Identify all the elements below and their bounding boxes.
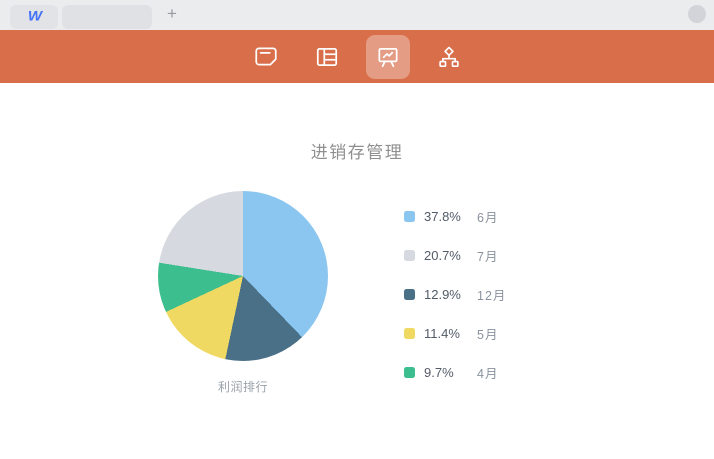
legend-swatch [404, 288, 415, 300]
flowchart-icon [436, 44, 462, 70]
legend-swatch [404, 210, 415, 222]
chart-legend: 37.8% 6月 20.7% 7月 12.9% 12月 11.4% 5月 9.7% 4月 [404, 208, 506, 405]
pie-graphic[interactable] [158, 191, 328, 361]
legend-swatch [404, 249, 415, 261]
flowchart-view-button[interactable] [427, 35, 471, 79]
document-view-button[interactable] [244, 35, 288, 79]
legend-percent: 12.9% [424, 286, 461, 302]
pie-chart: 利润排行 37.8% 6月 20.7% 7月 12.9% 12月 11.4% 5月 9.7% 4月 [0, 191, 714, 405]
legend-percent: 37.8% [424, 208, 461, 224]
legend-row[interactable]: 11.4% 5月 [404, 325, 506, 342]
legend-label: 12月 [477, 288, 507, 303]
legend-label: 7月 [477, 249, 499, 264]
legend-label: 6月 [477, 210, 499, 225]
tab-bar: W + [0, 0, 714, 30]
slide-canvas: 进销存管理 利润排行 37.8% 6月 20.7% 7月 12.9% 12月 11.4% 5月… [0, 138, 714, 405]
legend-percent: 9.7% [424, 364, 454, 380]
presentation-view-button[interactable] [365, 34, 410, 79]
pie-caption: 利润排行 [217, 380, 268, 394]
legend-row[interactable]: 37.8% 6月 [404, 208, 506, 225]
document-tab[interactable] [62, 4, 152, 29]
legend-row[interactable]: 12.9% 12月 [404, 286, 506, 303]
chart-title: 进销存管理 [310, 143, 404, 162]
avatar[interactable] [688, 5, 706, 23]
table-icon [314, 44, 340, 70]
home-tab[interactable]: W [10, 4, 58, 29]
wps-logo-icon: W [27, 8, 42, 25]
legend-label: 4月 [477, 366, 499, 381]
spreadsheet-view-button[interactable] [305, 35, 349, 79]
legend-percent: 11.4% [424, 325, 460, 341]
presentation-chart-icon [375, 44, 401, 70]
legend-swatch [404, 327, 415, 339]
legend-row[interactable]: 20.7% 7月 [404, 247, 506, 264]
legend-percent: 20.7% [424, 247, 461, 263]
document-icon [253, 44, 279, 70]
new-tab-button[interactable]: + [167, 4, 177, 23]
main-toolbar [0, 30, 714, 83]
legend-label: 5月 [477, 327, 499, 342]
legend-row[interactable]: 9.7% 4月 [404, 364, 506, 381]
legend-swatch [404, 366, 415, 378]
